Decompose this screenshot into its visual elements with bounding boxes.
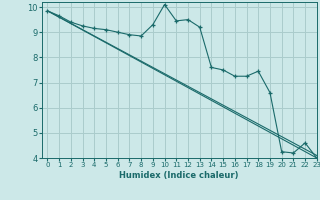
X-axis label: Humidex (Indice chaleur): Humidex (Indice chaleur) xyxy=(119,171,239,180)
